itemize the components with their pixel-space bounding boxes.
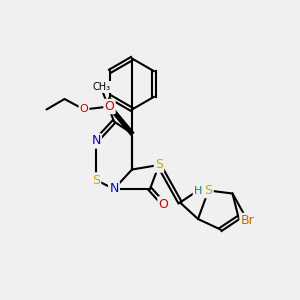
Text: S: S: [155, 158, 163, 172]
Text: N: N: [109, 182, 119, 196]
Text: O: O: [159, 197, 168, 211]
Text: O: O: [105, 100, 114, 113]
Text: N: N: [91, 134, 101, 148]
Text: CH₃: CH₃: [93, 82, 111, 92]
Text: H: H: [194, 185, 202, 196]
Text: S: S: [205, 184, 212, 197]
Text: S: S: [92, 173, 100, 187]
Text: Br: Br: [241, 214, 254, 227]
Text: O: O: [80, 104, 88, 115]
